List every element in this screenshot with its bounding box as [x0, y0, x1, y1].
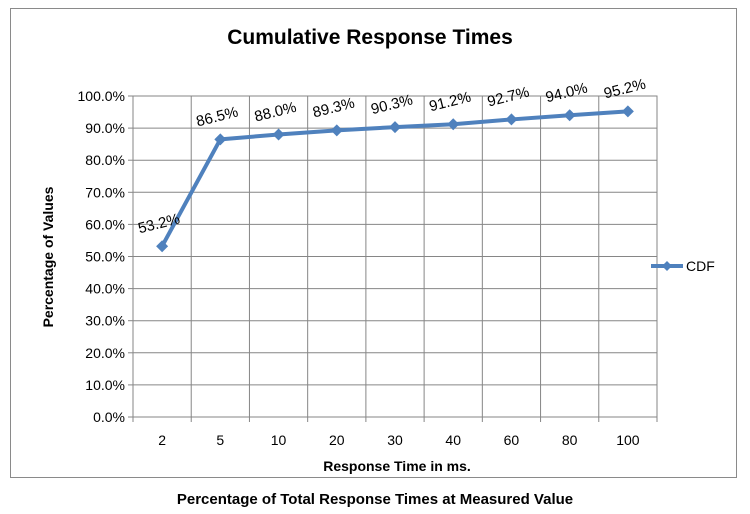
data-point-marker [447, 118, 460, 131]
x-tick-label: 80 [562, 432, 578, 448]
y-axis-ticks: 0.0% 10.0% 20.0% 30.0% 40.0% 50.0% 60.0% 70.0% 8… [78, 88, 125, 425]
data-label: 53.2% [136, 210, 181, 237]
data-label: 92.7% [486, 84, 531, 111]
x-tick-label: 5 [216, 432, 224, 448]
data-label: 95.2% [602, 76, 647, 103]
y-axis-title: Percentage of Values [40, 186, 56, 327]
x-axis-ticks: 2 5 10 20 30 40 60 80 100 [158, 432, 640, 448]
y-tick-label: 100.0% [78, 88, 125, 104]
chart-title: Cumulative Response Times [227, 26, 513, 49]
legend-label-cdf: CDF [686, 258, 715, 274]
y-tick-label: 60.0% [85, 216, 125, 232]
y-tick-label: 40.0% [85, 281, 125, 297]
y-tick-label: 50.0% [85, 249, 125, 265]
legend: CDF [651, 258, 715, 274]
data-point-marker [621, 105, 634, 118]
x-tick-label: 20 [329, 432, 345, 448]
x-tick-label: 100 [616, 432, 640, 448]
y-tick-label: 80.0% [85, 152, 125, 168]
y-tick-label: 0.0% [93, 409, 125, 425]
data-label: 91.2% [427, 88, 472, 115]
data-point-marker [330, 124, 343, 137]
x-tick-label: 2 [158, 432, 166, 448]
data-label: 94.0% [544, 79, 589, 106]
data-point-marker [272, 128, 285, 141]
x-tick-label: 30 [387, 432, 403, 448]
y-tick-label: 70.0% [85, 184, 125, 200]
y-tick-label: 30.0% [85, 313, 125, 329]
y-tick-label: 90.0% [85, 120, 125, 136]
legend-marker-icon [662, 261, 672, 271]
series-cdf [156, 105, 634, 253]
data-point-marker [389, 121, 401, 134]
data-label: 89.3% [311, 95, 356, 122]
x-tick-label: 10 [271, 432, 287, 448]
data-point-marker [156, 240, 169, 253]
y-tick-label: 20.0% [85, 345, 125, 361]
data-point-marker [563, 109, 576, 122]
data-label: 90.3% [369, 91, 414, 118]
gridlines [128, 95, 658, 422]
x-tick-label: 60 [504, 432, 520, 448]
data-label: 86.5% [195, 104, 240, 131]
figure-caption: Percentage of Total Response Times at Me… [176, 491, 574, 508]
data-point-marker [214, 133, 227, 146]
chart-frame [10, 8, 737, 478]
data-point-marker [505, 113, 518, 126]
x-axis-title: Response Time in ms. [323, 458, 471, 474]
x-tick-label: 40 [445, 432, 461, 448]
y-tick-label: 10.0% [85, 377, 125, 393]
data-label: 88.0% [253, 99, 298, 126]
